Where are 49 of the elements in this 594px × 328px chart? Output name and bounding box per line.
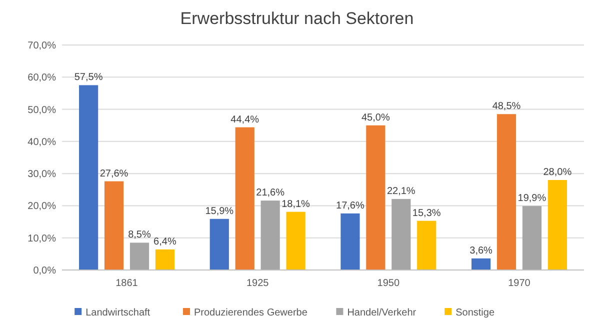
- y-tick-label: 20,0%: [28, 201, 56, 212]
- y-tick-label: 10,0%: [28, 233, 56, 244]
- x-tick-label: 1925: [246, 278, 270, 289]
- data-label: 15,9%: [205, 206, 234, 217]
- bar: [130, 242, 150, 270]
- data-label: 3,6%: [470, 245, 493, 256]
- bar: [392, 198, 411, 270]
- legend-label: Produzierendes Gewerbe: [194, 308, 308, 318]
- bar: [417, 220, 436, 270]
- data-label: 21,6%: [256, 188, 285, 199]
- bar: [496, 114, 516, 270]
- data-label: 28,0%: [543, 167, 572, 178]
- legend-label: Landwirtschaft: [86, 308, 150, 318]
- data-label: 27,6%: [100, 168, 128, 180]
- bar: [104, 181, 124, 270]
- bar: [366, 125, 386, 270]
- bar: [155, 249, 175, 270]
- data-label: 8,5%: [128, 230, 151, 241]
- chart-title: Erwerbsstruktur nach Sektoren: [180, 9, 414, 28]
- y-tick-label: 40,0%: [28, 136, 56, 148]
- bar: [340, 213, 360, 270]
- bar: [522, 206, 542, 270]
- bar: [210, 218, 229, 270]
- y-tick-label: 30,0%: [28, 169, 56, 180]
- y-tick-label: 70,0%: [28, 40, 56, 52]
- data-label: 18,1%: [282, 198, 310, 210]
- x-tick-label: 1950: [377, 278, 400, 289]
- y-tick-label: 60,0%: [28, 72, 56, 84]
- bar: [286, 212, 306, 270]
- data-label: 6,4%: [154, 236, 176, 248]
- x-tick-label: 1970: [508, 278, 531, 289]
- data-label: 45,0%: [362, 112, 390, 124]
- data-label: 48,5%: [492, 101, 521, 112]
- data-label: 17,6%: [336, 200, 364, 212]
- data-label: 57,5%: [74, 72, 103, 84]
- y-tick-label: 50,0%: [28, 104, 56, 116]
- data-label: 22,1%: [386, 186, 416, 197]
- data-label: 44,4%: [230, 114, 260, 126]
- y-tick-label: 0,0%: [33, 266, 56, 276]
- x-tick-label: 1861: [116, 278, 138, 289]
- data-label: 19,9%: [518, 193, 546, 204]
- bar: [79, 85, 98, 270]
- bar: [471, 258, 491, 270]
- legend-label: Handel/Verkehr: [347, 308, 417, 318]
- bar: [260, 200, 280, 270]
- legend-label: Sonstige: [456, 308, 495, 318]
- bar: [548, 180, 567, 270]
- data-label: 15,3%: [412, 208, 441, 219]
- bar: [235, 127, 254, 270]
